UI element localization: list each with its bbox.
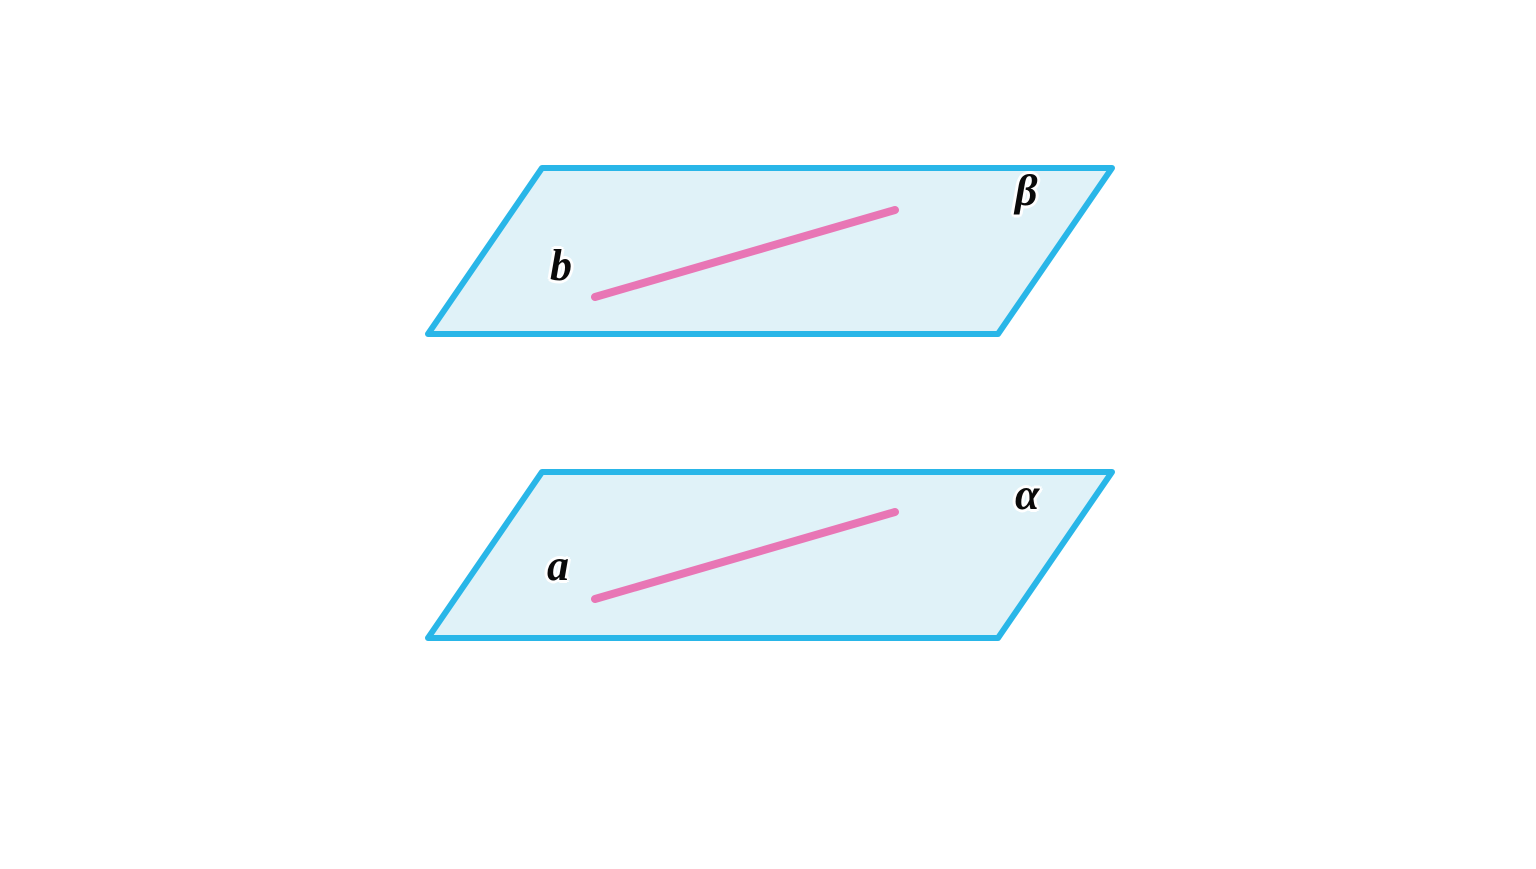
- parallel-planes-diagram: β α b a: [0, 0, 1536, 864]
- plane-alpha: [428, 472, 1112, 638]
- label-line-b: b: [550, 240, 572, 291]
- label-beta: β: [1015, 165, 1038, 216]
- label-line-a: a: [547, 540, 569, 591]
- plane-beta: [428, 168, 1112, 334]
- diagram-svg: [0, 0, 1536, 864]
- label-alpha: α: [1015, 469, 1039, 520]
